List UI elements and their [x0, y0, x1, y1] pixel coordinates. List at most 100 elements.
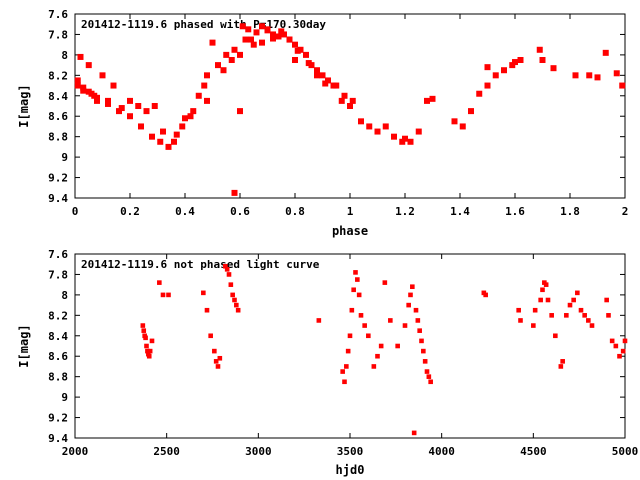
data-point: [358, 313, 364, 318]
data-point: [575, 290, 580, 296]
y-tick-label: 8.2: [48, 309, 68, 322]
data-point: [220, 67, 227, 74]
data-point: [330, 82, 337, 89]
data-point: [602, 49, 609, 56]
data-point: [501, 67, 507, 74]
data-point: [151, 103, 158, 109]
y-tick-label: 9: [61, 151, 68, 164]
data-point: [451, 118, 458, 125]
data-point: [351, 287, 356, 293]
data-point: [543, 282, 549, 287]
data-point: [127, 97, 133, 104]
data-point: [190, 108, 197, 115]
data-point: [270, 35, 276, 42]
data-point: [408, 292, 413, 298]
data-point: [239, 23, 246, 30]
data-point: [223, 51, 230, 58]
data-point: [195, 92, 202, 99]
data-point: [166, 292, 171, 298]
data-point: [157, 280, 162, 285]
data-point: [550, 65, 557, 72]
data-point: [140, 323, 146, 328]
data-point: [217, 355, 223, 361]
data-point: [135, 103, 142, 109]
x-tick-label: 4500: [520, 445, 547, 458]
data-point: [319, 72, 326, 79]
data-point: [278, 28, 285, 35]
data-point: [391, 133, 397, 140]
data-point: [415, 128, 422, 135]
data-point: [160, 292, 166, 298]
data-point: [571, 297, 576, 303]
y-tick-label: 8.6: [48, 350, 68, 363]
data-point: [578, 307, 584, 313]
data-point: [187, 113, 194, 120]
data-point: [347, 333, 353, 339]
data-point: [99, 72, 106, 79]
x-tick-label: 2500: [153, 445, 180, 458]
data-point: [275, 33, 282, 40]
data-point: [85, 62, 92, 69]
data-point: [234, 302, 239, 308]
data-point: [410, 284, 415, 290]
data-point: [586, 72, 593, 79]
data-point: [540, 287, 545, 293]
y-tick-label: 8.4: [48, 90, 68, 103]
data-point: [201, 290, 206, 296]
x-tick-label: 2000: [62, 445, 89, 458]
data-point: [492, 72, 499, 79]
data-point: [402, 323, 408, 328]
data-point: [429, 95, 436, 102]
data-point: [85, 88, 92, 95]
y-tick-label: 7.8: [48, 268, 68, 281]
x-axis-label: phase: [332, 224, 368, 238]
data-point: [201, 82, 208, 89]
data-point: [564, 313, 569, 318]
data-point: [270, 31, 276, 38]
data-point: [468, 108, 474, 115]
data-point: [594, 74, 601, 81]
data-point: [567, 302, 573, 308]
data-point: [264, 27, 271, 34]
data-point: [484, 64, 491, 71]
data-point: [173, 131, 180, 138]
data-point: [325, 77, 331, 84]
data-point: [395, 343, 400, 349]
data-point: [341, 92, 348, 99]
data-point: [545, 297, 551, 303]
x-tick-label: 1.4: [450, 205, 470, 218]
data-point: [253, 29, 260, 36]
data-point: [382, 280, 388, 285]
data-point: [294, 47, 301, 54]
data-point: [609, 338, 615, 344]
chart-title: 201412-1119.6 not phased light curve: [81, 258, 320, 271]
x-tick-label: 0: [72, 205, 79, 218]
data-point: [212, 348, 217, 354]
data-point: [560, 359, 565, 364]
data-point: [606, 313, 611, 318]
data-point: [160, 128, 166, 135]
data-point: [226, 272, 232, 277]
data-point: [338, 97, 345, 104]
data-point: [426, 374, 432, 379]
data-point: [422, 359, 428, 364]
data-point: [223, 263, 228, 269]
data-point: [182, 115, 188, 122]
data-point: [340, 369, 345, 374]
data-point: [582, 313, 587, 318]
y-tick-label: 9.2: [48, 412, 68, 425]
data-point: [316, 318, 322, 323]
data-point: [353, 270, 358, 275]
data-point: [413, 307, 419, 313]
data-point: [347, 103, 353, 109]
data-point: [314, 67, 320, 74]
x-tick-label: 0.6: [230, 205, 250, 218]
data-point: [144, 343, 149, 349]
data-point: [586, 318, 591, 323]
y-tick-label: 8.4: [48, 330, 68, 343]
data-point: [237, 51, 243, 58]
y-tick-label: 7.6: [48, 8, 68, 21]
data-point: [553, 333, 558, 339]
data-point: [589, 323, 595, 328]
data-point: [483, 292, 488, 298]
